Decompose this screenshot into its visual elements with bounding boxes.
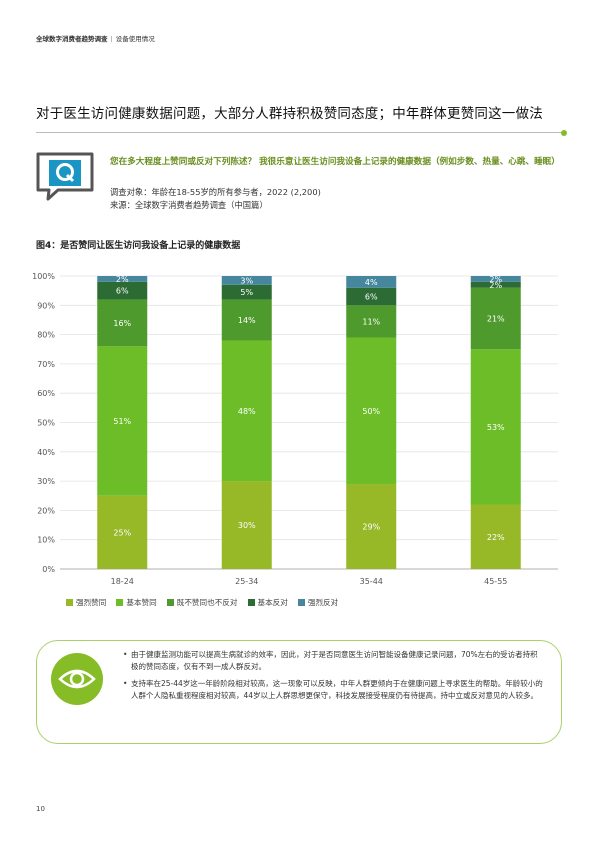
page-headline: 对于医生访问健康数据问题，大部分人群持积极赞同态度；中年群体更赞同这一做法: [36, 106, 543, 122]
legend-label: 既不赞同也不反对: [176, 598, 238, 607]
page-number: 10: [36, 805, 45, 813]
data-label: 2%: [489, 275, 502, 284]
y-tick-label: 50%: [37, 419, 55, 428]
y-tick-label: 70%: [37, 360, 55, 369]
y-tick-label: 40%: [37, 448, 55, 457]
bar-segment: [346, 337, 397, 485]
bar-segment: [346, 287, 397, 306]
bar-segment: [221, 340, 272, 482]
y-tick-label: 0%: [42, 565, 55, 574]
data-label: 51%: [113, 417, 131, 426]
figure-title: 图4：是否赞同让医生访问我设备上记录的健康数据: [36, 241, 241, 251]
bar-segment: [221, 299, 272, 341]
data-label: 11%: [362, 317, 380, 326]
bar-segment: [346, 276, 397, 288]
data-label: 48%: [238, 407, 256, 416]
survey-question: 您在多大程度上赞同或反对下列陈述？ 我很乐意让医生访问我设备上记录的健康数据（例…: [110, 157, 560, 167]
legend-label: 强烈赞同: [76, 598, 107, 607]
data-label: 16%: [113, 319, 131, 328]
legend-label: 基本反对: [257, 598, 288, 607]
y-tick-label: 60%: [37, 389, 55, 398]
eye-icon: [51, 653, 103, 705]
data-label: 30%: [238, 521, 256, 530]
q-chat-icon: [36, 152, 94, 201]
y-tick-label: 30%: [37, 477, 55, 486]
bar-segment: [97, 276, 148, 282]
bar-segment: [470, 287, 521, 350]
legend-label: 强烈反对: [307, 598, 339, 607]
bar-segment: [346, 305, 397, 338]
bar-segment: [97, 346, 148, 496]
legend-item: 既不赞同也不反对: [166, 597, 238, 608]
bar-segment: [470, 349, 521, 505]
bar-segment: [470, 276, 521, 282]
legend-swatch: [166, 599, 174, 606]
x-tick-label: 18-24: [111, 577, 134, 586]
x-tick-label: 35-44: [360, 577, 383, 586]
data-label: 22%: [487, 533, 505, 542]
running-header: 全球数字消费者趋势调查 | 设备使用情况: [36, 33, 155, 43]
legend-swatch: [297, 599, 305, 606]
report-name: 全球数字消费者趋势调查: [36, 35, 108, 43]
y-tick-label: 90%: [37, 301, 55, 310]
legend-swatch: [116, 599, 124, 606]
legend-item: 强烈赞同: [66, 597, 106, 608]
data-label: 2%: [116, 275, 129, 284]
respondents-note: 调查对象：年龄在18-55岁的所有参与者，2022 (2,200): [110, 187, 321, 197]
bar-segment: [97, 281, 148, 300]
data-label: 50%: [362, 407, 380, 416]
section-name: 设备使用情况: [115, 35, 155, 43]
data-label: 53%: [487, 423, 505, 432]
bar-segment: [470, 504, 521, 569]
chart-legend: 强烈赞同 基本赞同 既不赞同也不反对 基本反对 强烈反对: [66, 597, 338, 608]
insight-box: 由于健康监测功能可以提高生病就诊的效率，因此，对于是否同意医生访问智能设备健康记…: [36, 640, 562, 744]
data-label: 4%: [365, 278, 378, 287]
bar-segment: [97, 299, 148, 347]
bar-segment: [346, 484, 397, 569]
data-label: 6%: [116, 287, 129, 296]
y-tick-label: 10%: [37, 536, 55, 545]
stacked-bar-chart: 0% 10% 20% 30% 40% 50% 60% 70% 80% 90% 100% 25% 51% 1…: [32, 272, 558, 586]
data-label: 14%: [238, 316, 256, 325]
legend-swatch: [66, 599, 73, 606]
legend-label: 基本赞同: [126, 598, 157, 607]
y-tick-label: 100%: [32, 272, 55, 281]
data-label: 5%: [240, 288, 253, 297]
y-tick-label: 80%: [37, 331, 55, 340]
source-note: 来源：全球数字消费者趋势调查（中国篇）: [110, 200, 268, 210]
legend-item: 基本赞同: [116, 597, 157, 608]
legend-item: 强烈反对: [297, 597, 339, 608]
header-separator: |: [110, 35, 113, 43]
data-label: 2%: [489, 281, 502, 290]
y-tick-label: 20%: [37, 506, 55, 515]
insight-item: 支持率在25-44岁这一年龄阶段相对较高，这一现象可以反映，中年人群更倾向于在健…: [123, 678, 543, 702]
insight-list: 由于健康监测功能可以提高生病就诊的效率，因此，对于是否同意医生访问智能设备健康记…: [123, 649, 543, 707]
legend-swatch: [247, 599, 255, 606]
bar-segment: [221, 276, 272, 285]
bar-segment: [470, 281, 521, 288]
rule-end-dot: [561, 129, 567, 136]
bar-segment: [221, 284, 272, 300]
data-label: 6%: [365, 293, 378, 302]
data-label: 3%: [240, 276, 253, 285]
data-label: 29%: [362, 523, 380, 532]
headline-rule: [36, 132, 564, 133]
data-label: 25%: [113, 528, 131, 537]
data-label: 21%: [487, 314, 505, 323]
bar-segment: [221, 481, 272, 569]
x-tick-label: 45-55: [484, 577, 507, 586]
bar-segment: [97, 495, 148, 569]
x-tick-label: 25-34: [235, 577, 258, 586]
insight-item: 由于健康监测功能可以提高生病就诊的效率，因此，对于是否同意医生访问智能设备健康记…: [123, 649, 543, 673]
legend-item: 基本反对: [247, 597, 288, 608]
